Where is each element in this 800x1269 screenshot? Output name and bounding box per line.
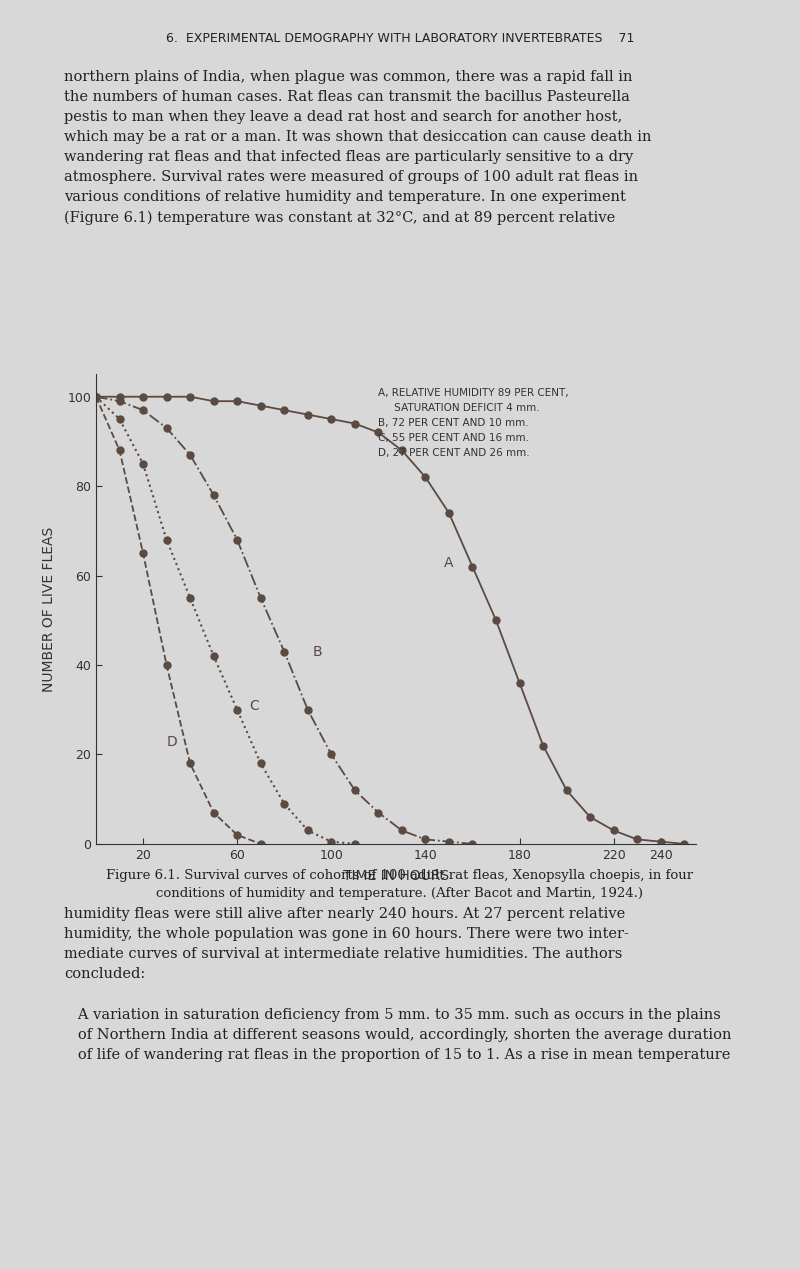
Text: humidity fleas were still alive after nearly 240 hours. At 27 percent relative
h: humidity fleas were still alive after ne… — [64, 907, 731, 1062]
X-axis label: TIME IN HOURS: TIME IN HOURS — [343, 869, 449, 883]
Text: 6.  EXPERIMENTAL DEMOGRAPHY WITH LABORATORY INVERTEBRATES    71: 6. EXPERIMENTAL DEMOGRAPHY WITH LABORATO… — [166, 32, 634, 44]
Text: D: D — [166, 735, 178, 749]
Text: northern plains of India, when plague was common, there was a rapid fall in
the : northern plains of India, when plague wa… — [64, 70, 651, 225]
Text: B: B — [313, 645, 322, 659]
Text: A, RELATIVE HUMIDITY 89 PER CENT,
     SATURATION DEFICIT 4 mm.
B, 72 PER CENT A: A, RELATIVE HUMIDITY 89 PER CENT, SATURA… — [378, 388, 569, 458]
Text: A: A — [444, 556, 454, 570]
Y-axis label: NUMBER OF LIVE FLEAS: NUMBER OF LIVE FLEAS — [42, 527, 56, 692]
Text: Figure 6.1. Survival curves of cohorts of 100 adult rat fleas, Xenopsylla choepi: Figure 6.1. Survival curves of cohorts o… — [106, 869, 694, 900]
Text: C: C — [249, 699, 258, 713]
